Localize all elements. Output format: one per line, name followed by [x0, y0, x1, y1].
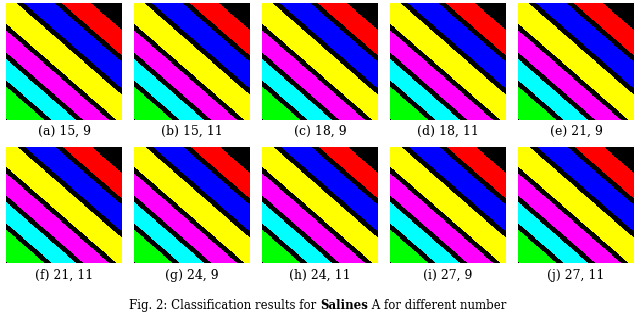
Text: Salines: Salines: [320, 299, 368, 312]
Text: (f) 21, 11: (f) 21, 11: [35, 269, 93, 282]
Text: (e) 21, 9: (e) 21, 9: [550, 125, 602, 138]
Text: (d) 18, 11: (d) 18, 11: [417, 125, 479, 138]
Text: (j) 27, 11: (j) 27, 11: [547, 269, 605, 282]
Text: Fig. 2: Classification results for: Fig. 2: Classification results for: [129, 299, 320, 312]
Text: A for different number: A for different number: [368, 299, 506, 312]
Text: (c) 18, 9: (c) 18, 9: [294, 125, 346, 138]
Text: (g) 24, 9: (g) 24, 9: [165, 269, 219, 282]
Text: (i) 27, 9: (i) 27, 9: [423, 269, 473, 282]
Text: (b) 15, 11: (b) 15, 11: [161, 125, 223, 138]
Text: (h) 24, 11: (h) 24, 11: [289, 269, 351, 282]
Text: (a) 15, 9: (a) 15, 9: [38, 125, 90, 138]
